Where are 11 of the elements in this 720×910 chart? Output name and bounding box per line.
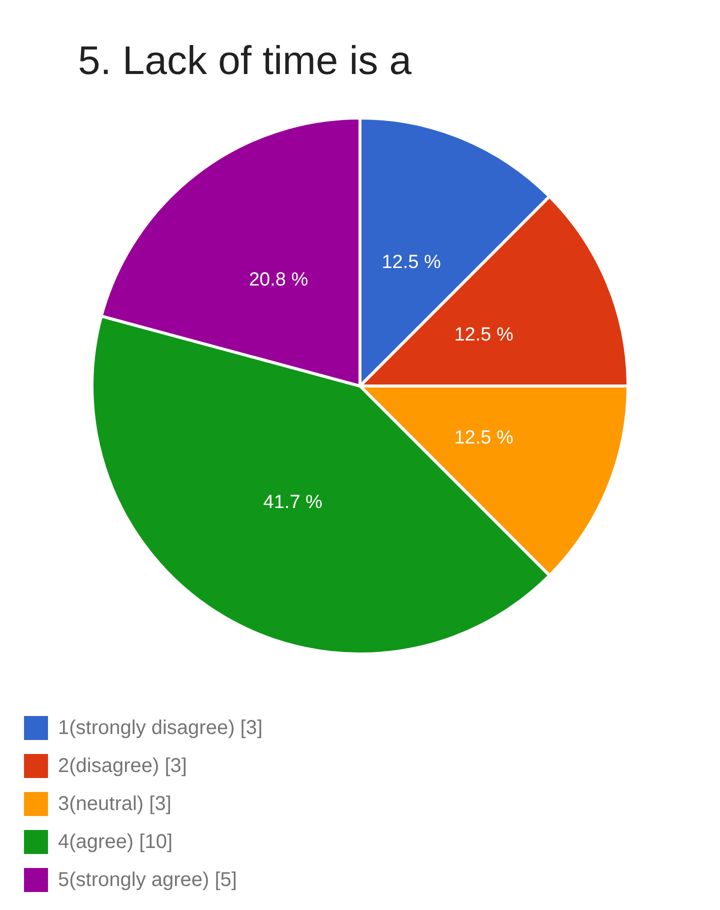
data-label: 41.7 %: [263, 492, 323, 513]
legend-label: 2(disagree) [3]: [58, 755, 187, 777]
data-label: 20.8 %: [248, 270, 308, 291]
data-label: 12.5 %: [382, 252, 441, 274]
legend-label: 3(neutral) [3]: [58, 793, 172, 815]
legend-label: 1(strongly disagree) [3]: [58, 717, 263, 739]
data-label: 12.5 %: [454, 427, 514, 448]
legend-label: 5(strongly agree) [5]: [58, 869, 237, 891]
chart-title: 5. Lack of time is a: [78, 39, 412, 83]
data-label: 12.5 %: [454, 324, 514, 346]
legend-label: 4(agree) [10]: [58, 831, 173, 853]
